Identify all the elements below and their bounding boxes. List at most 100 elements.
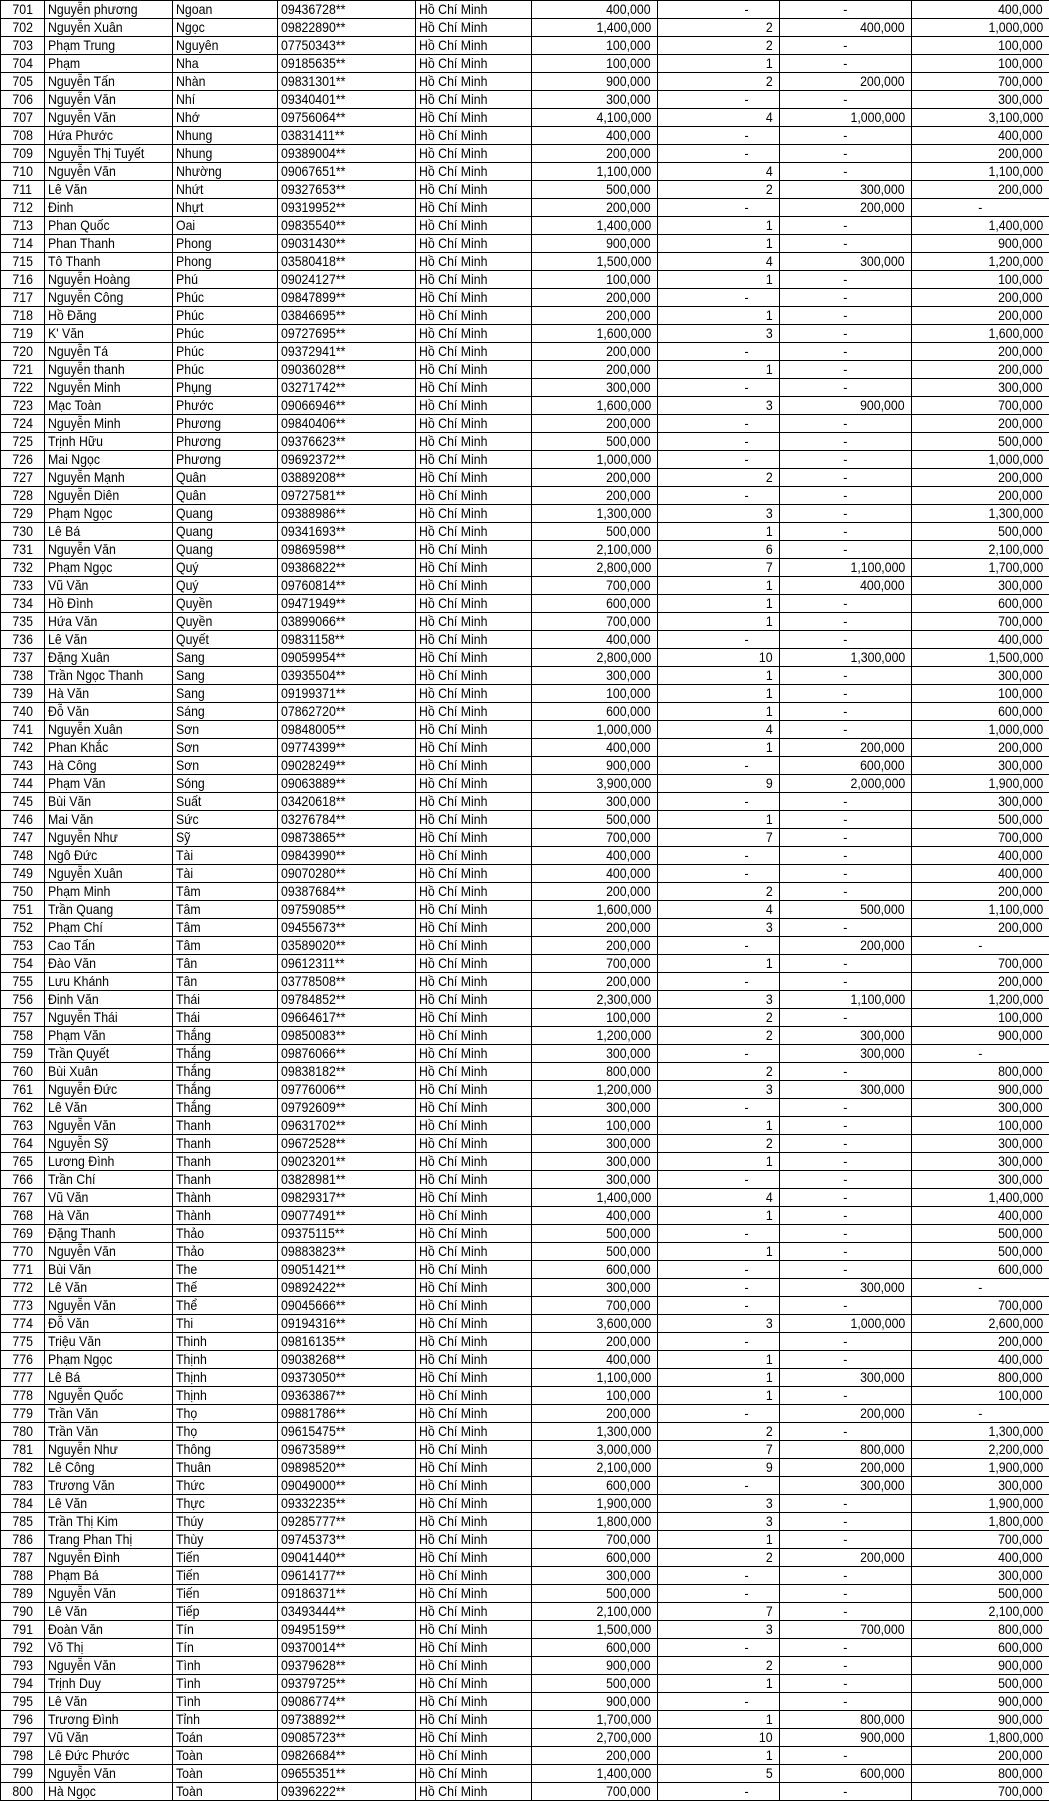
first-name-cell[interactable]: Sỹ [172, 828, 278, 847]
count-cell[interactable]: 7 [657, 1440, 780, 1459]
deducted-amount-cell[interactable]: - [779, 594, 912, 613]
city-cell[interactable]: Hồ Chí Minh [415, 630, 532, 649]
city-cell[interactable]: Hồ Chí Minh [415, 1512, 532, 1531]
count-cell[interactable]: - [657, 1584, 780, 1603]
total-amount-cell[interactable]: 300,000 [531, 666, 658, 685]
deducted-amount-cell[interactable]: - [779, 306, 912, 325]
city-cell[interactable]: Hồ Chí Minh [415, 1602, 532, 1621]
remaining-amount-cell[interactable]: 700,000 [911, 1782, 1049, 1801]
last-name-cell[interactable]: Hứa Văn [44, 612, 173, 631]
row-number-cell[interactable]: 723 [0, 396, 45, 415]
deducted-amount-cell[interactable]: 200,000 [779, 936, 912, 955]
city-cell[interactable]: Hồ Chí Minh [415, 1476, 532, 1495]
phone-cell[interactable]: 09379725** [277, 1674, 416, 1693]
phone-cell[interactable]: 09341693** [277, 522, 416, 541]
count-cell[interactable]: 2 [657, 1134, 780, 1153]
first-name-cell[interactable]: Thảo [172, 1224, 278, 1243]
count-cell[interactable]: 6 [657, 540, 780, 559]
total-amount-cell[interactable]: 600,000 [531, 1638, 658, 1657]
phone-cell[interactable]: 09031430** [277, 234, 416, 253]
row-number-cell[interactable]: 780 [0, 1422, 45, 1441]
city-cell[interactable]: Hồ Chí Minh [415, 1170, 532, 1189]
row-number-cell[interactable]: 711 [0, 180, 45, 199]
remaining-amount-cell[interactable]: 800,000 [911, 1368, 1049, 1387]
last-name-cell[interactable]: Nguyễn Mạnh [44, 468, 173, 487]
row-number-cell[interactable]: 759 [0, 1044, 45, 1063]
total-amount-cell[interactable]: 2,100,000 [531, 1458, 658, 1477]
phone-cell[interactable]: 09375115** [277, 1224, 416, 1243]
first-name-cell[interactable]: Tiến [172, 1584, 278, 1603]
city-cell[interactable]: Hồ Chí Minh [415, 18, 532, 37]
first-name-cell[interactable]: Thể [172, 1296, 278, 1315]
deducted-amount-cell[interactable]: - [779, 468, 912, 487]
count-cell[interactable]: - [657, 1404, 780, 1423]
phone-cell[interactable]: 09776006** [277, 1080, 416, 1099]
total-amount-cell[interactable]: 900,000 [531, 1656, 658, 1675]
deducted-amount-cell[interactable]: - [779, 810, 912, 829]
remaining-amount-cell[interactable]: 1,600,000 [911, 324, 1049, 343]
count-cell[interactable]: 4 [657, 1188, 780, 1207]
row-number-cell[interactable]: 772 [0, 1278, 45, 1297]
first-name-cell[interactable]: Nhung [172, 144, 278, 163]
last-name-cell[interactable]: Phan Khắc [44, 738, 173, 757]
deducted-amount-cell[interactable]: - [779, 954, 912, 973]
last-name-cell[interactable]: Trần Quang [44, 900, 173, 919]
row-number-cell[interactable]: 771 [0, 1260, 45, 1279]
city-cell[interactable]: Hồ Chí Minh [415, 522, 532, 541]
last-name-cell[interactable]: Cao Tấn [44, 936, 173, 955]
remaining-amount-cell[interactable]: 900,000 [911, 234, 1049, 253]
total-amount-cell[interactable]: 200,000 [531, 918, 658, 937]
row-number-cell[interactable]: 752 [0, 918, 45, 937]
row-number-cell[interactable]: 779 [0, 1404, 45, 1423]
city-cell[interactable]: Hồ Chí Minh [415, 180, 532, 199]
city-cell[interactable]: Hồ Chí Minh [415, 360, 532, 379]
remaining-amount-cell[interactable]: 100,000 [911, 54, 1049, 73]
count-cell[interactable]: 1 [657, 1206, 780, 1225]
count-cell[interactable]: 4 [657, 108, 780, 127]
first-name-cell[interactable]: Thuân [172, 1458, 278, 1477]
city-cell[interactable]: Hồ Chí Minh [415, 558, 532, 577]
row-number-cell[interactable]: 722 [0, 378, 45, 397]
last-name-cell[interactable]: Nguyễn Xuân [44, 720, 173, 739]
count-cell[interactable]: - [657, 378, 780, 397]
remaining-amount-cell[interactable]: 500,000 [911, 522, 1049, 541]
phone-cell[interactable]: 09655351** [277, 1764, 416, 1783]
row-number-cell[interactable]: 798 [0, 1746, 45, 1765]
deducted-amount-cell[interactable]: - [779, 792, 912, 811]
last-name-cell[interactable]: Đoàn Văn [44, 1620, 173, 1639]
remaining-amount-cell[interactable]: 1,400,000 [911, 216, 1049, 235]
count-cell[interactable]: 1 [657, 738, 780, 757]
total-amount-cell[interactable]: 900,000 [531, 1692, 658, 1711]
count-cell[interactable]: - [657, 1260, 780, 1279]
first-name-cell[interactable]: Thanh [172, 1134, 278, 1153]
deducted-amount-cell[interactable]: - [779, 1584, 912, 1603]
first-name-cell[interactable]: Ngoan [172, 0, 278, 19]
deducted-amount-cell[interactable]: - [779, 234, 912, 253]
total-amount-cell[interactable]: 900,000 [531, 72, 658, 91]
remaining-amount-cell[interactable]: 200,000 [911, 414, 1049, 433]
count-cell[interactable]: - [657, 198, 780, 217]
remaining-amount-cell[interactable]: 200,000 [911, 144, 1049, 163]
last-name-cell[interactable]: Đặng Thanh [44, 1224, 173, 1243]
total-amount-cell[interactable]: 1,000,000 [531, 450, 658, 469]
last-name-cell[interactable]: Nguyễn Đức [44, 1080, 173, 1099]
count-cell[interactable]: 1 [657, 954, 780, 973]
deducted-amount-cell[interactable]: - [779, 450, 912, 469]
count-cell[interactable]: - [657, 1692, 780, 1711]
deducted-amount-cell[interactable]: - [779, 342, 912, 361]
total-amount-cell[interactable]: 1,600,000 [531, 396, 658, 415]
first-name-cell[interactable]: Sóng [172, 774, 278, 793]
phone-cell[interactable]: 09388986** [277, 504, 416, 523]
total-amount-cell[interactable]: 1,500,000 [531, 1620, 658, 1639]
total-amount-cell[interactable]: 400,000 [531, 846, 658, 865]
count-cell[interactable]: 7 [657, 1602, 780, 1621]
remaining-amount-cell[interactable]: - [911, 1044, 1049, 1063]
city-cell[interactable]: Hồ Chí Minh [415, 846, 532, 865]
total-amount-cell[interactable]: 500,000 [531, 1674, 658, 1693]
remaining-amount-cell[interactable]: 400,000 [911, 0, 1049, 19]
deducted-amount-cell[interactable]: 700,000 [779, 1620, 912, 1639]
city-cell[interactable]: Hồ Chí Minh [415, 234, 532, 253]
count-cell[interactable]: 3 [657, 918, 780, 937]
total-amount-cell[interactable]: 3,600,000 [531, 1314, 658, 1333]
row-number-cell[interactable]: 787 [0, 1548, 45, 1567]
